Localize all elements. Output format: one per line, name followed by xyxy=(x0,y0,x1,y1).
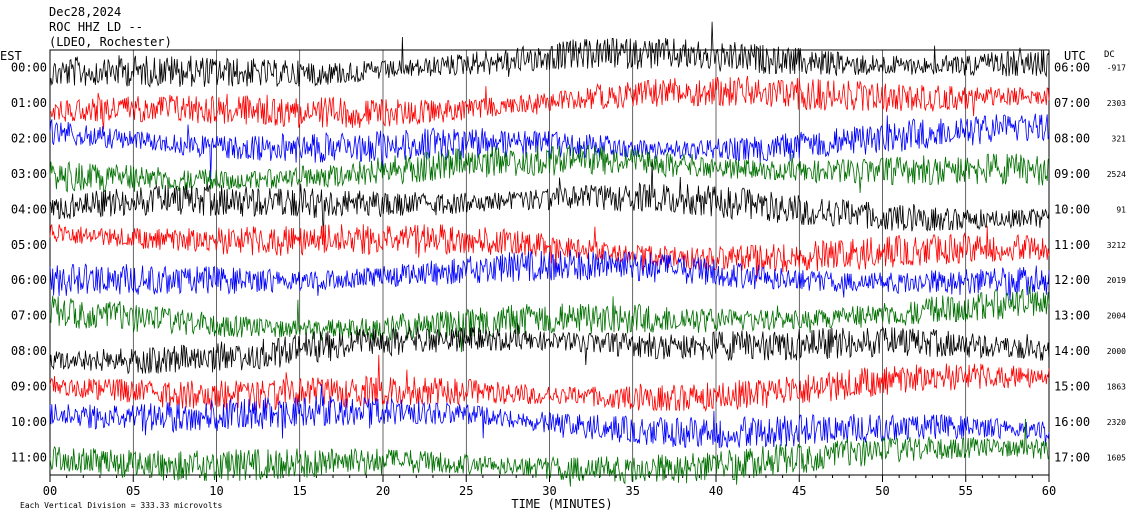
utc-time-label: 07:00 xyxy=(1054,96,1090,110)
seismic-trace-0400 xyxy=(49,161,1050,237)
utc-time-label: 17:00 xyxy=(1054,450,1090,464)
dc-offset-label: 2019 xyxy=(1107,276,1126,285)
seismic-trace-0600 xyxy=(49,249,1050,301)
station-location: (LDEO, Rochester) xyxy=(49,35,172,49)
dc-offset-label: 91 xyxy=(1116,205,1126,214)
est-time-label: 11:00 xyxy=(11,450,47,464)
dc-column-label: DC xyxy=(1104,50,1115,60)
dc-offset-label: 2524 xyxy=(1107,170,1126,179)
dc-offset-label: 1605 xyxy=(1107,453,1126,462)
seismic-trace-0500 xyxy=(49,223,1050,282)
est-time-label: 02:00 xyxy=(11,132,47,146)
dc-offset-label: 2000 xyxy=(1107,347,1126,356)
seismic-trace-0700 xyxy=(49,286,1050,353)
est-time-label: 07:00 xyxy=(11,309,47,323)
dc-offset-label: 2303 xyxy=(1107,99,1126,108)
dc-offset-label: 3212 xyxy=(1107,241,1126,250)
x-tick-label: 15 xyxy=(293,484,307,498)
utc-time-label: 14:00 xyxy=(1054,344,1090,358)
dc-offset-label: -917 xyxy=(1107,64,1126,73)
x-axis-title: TIME (MINUTES) xyxy=(511,497,612,511)
utc-time-label: 10:00 xyxy=(1054,202,1090,216)
est-time-label: 08:00 xyxy=(11,344,47,358)
seismic-trace-0300 xyxy=(49,144,1050,194)
dc-offset-label: 321 xyxy=(1112,135,1127,144)
x-tick-label: 20 xyxy=(376,484,390,498)
est-time-label: 05:00 xyxy=(11,238,47,252)
x-tick-label: 40 xyxy=(709,484,723,498)
seismic-trace-1100 xyxy=(49,418,1050,487)
est-time-label: 04:00 xyxy=(11,202,47,216)
utc-time-label: 13:00 xyxy=(1054,309,1090,323)
est-axis-label: EST xyxy=(0,49,22,63)
station-code: ROC HHZ LD -- xyxy=(49,20,143,34)
x-tick-label: 50 xyxy=(875,484,889,498)
utc-axis-label: UTC xyxy=(1064,49,1086,63)
est-time-label: 06:00 xyxy=(11,273,47,287)
utc-time-label: 06:00 xyxy=(1054,61,1090,75)
utc-time-label: 09:00 xyxy=(1054,167,1090,181)
seismic-trace-0200 xyxy=(49,113,1050,181)
est-time-label: 03:00 xyxy=(11,167,47,181)
dc-offset-label: 1863 xyxy=(1107,382,1126,391)
utc-time-label: 16:00 xyxy=(1054,415,1090,429)
x-tick-label: 10 xyxy=(209,484,223,498)
x-tick-label: 25 xyxy=(459,484,473,498)
seismic-trace-0800 xyxy=(49,322,1050,375)
est-time-label: 10:00 xyxy=(11,415,47,429)
chart-date: Dec28,2024 xyxy=(49,5,121,19)
utc-time-label: 11:00 xyxy=(1054,238,1090,252)
x-tick-label: 05 xyxy=(126,484,140,498)
dc-offset-label: 2004 xyxy=(1107,312,1126,321)
x-tick-label: 35 xyxy=(626,484,640,498)
utc-time-label: 15:00 xyxy=(1054,379,1090,393)
utc-time-label: 08:00 xyxy=(1054,132,1090,146)
seismic-trace-0000 xyxy=(49,21,1050,88)
x-tick-label: 00 xyxy=(43,484,57,498)
footer-scale-note: Each Vertical Division = 333.33 microvol… xyxy=(20,501,222,510)
x-tick-label: 45 xyxy=(792,484,806,498)
utc-time-label: 12:00 xyxy=(1054,273,1090,287)
est-time-label: 09:00 xyxy=(11,379,47,393)
x-tick-label: 30 xyxy=(542,484,556,498)
x-tick-label: 55 xyxy=(959,484,973,498)
x-tick-label: 60 xyxy=(1042,484,1056,498)
seismic-trace-0900 xyxy=(49,354,1050,413)
est-time-label: 00:00 xyxy=(11,61,47,75)
dc-offset-label: 2320 xyxy=(1107,418,1126,427)
est-time-label: 01:00 xyxy=(11,96,47,110)
seismic-trace-0100 xyxy=(49,75,1050,130)
